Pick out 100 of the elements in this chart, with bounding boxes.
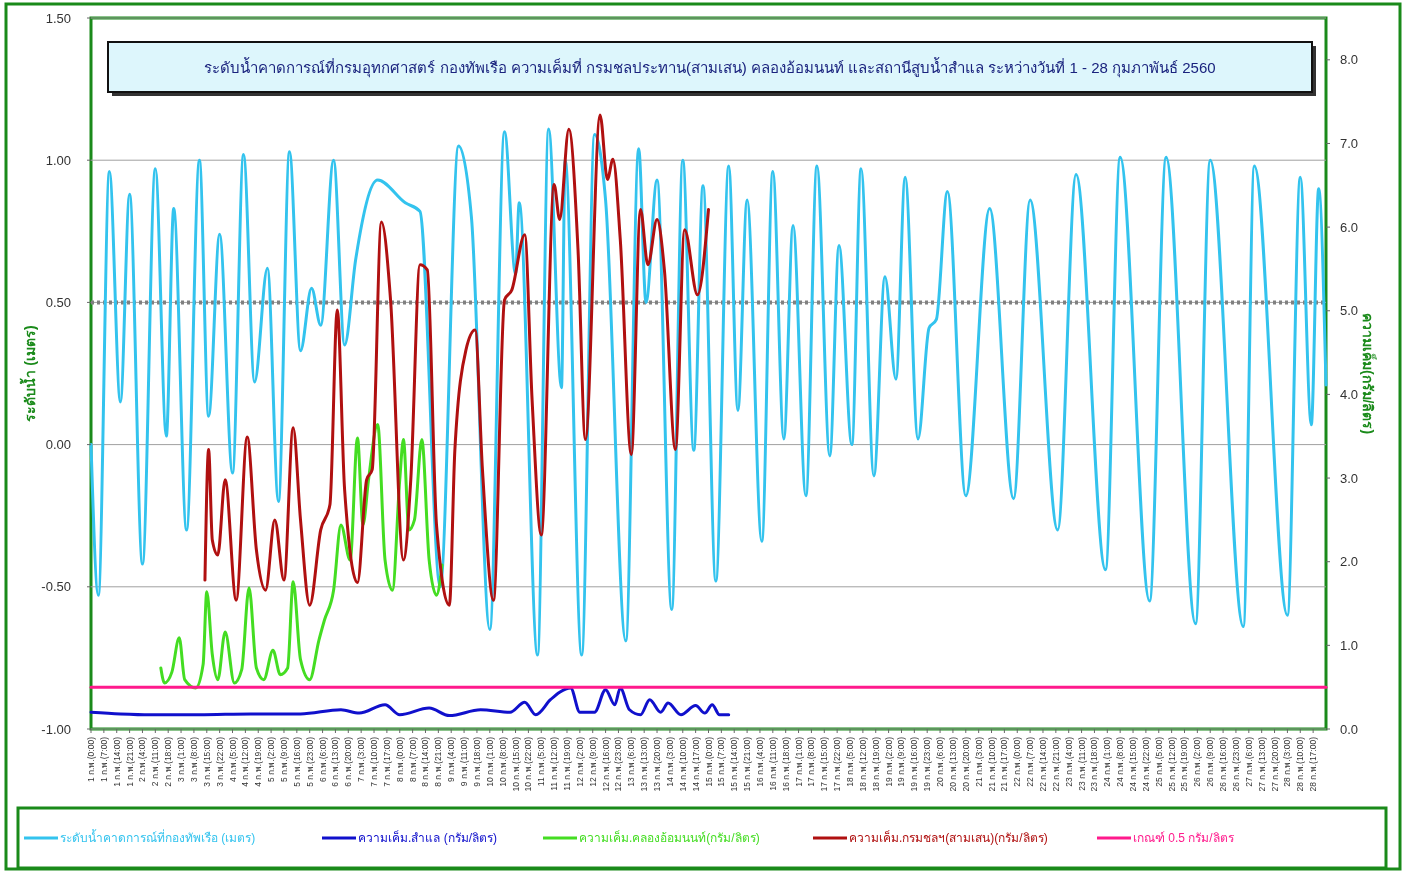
x-tick-label: 28 ก.พ.(17:00) bbox=[1308, 736, 1319, 792]
x-tick-label: 15 ก.พ.(14:00) bbox=[729, 736, 740, 792]
x-tick-label: 26 ก.พ.(16:00) bbox=[1218, 736, 1229, 792]
x-tick-label: 1 ก.พ.(21:00) bbox=[124, 736, 135, 787]
x-tick-label: 16 ก.พ.(11:00) bbox=[767, 736, 778, 791]
x-tick-label: 26 ก.พ.(2:00) bbox=[1192, 736, 1203, 787]
x-tick-label: 10 ก.พ.(15:00) bbox=[510, 736, 521, 792]
x-tick-label: 20 ก.พ.(13:00) bbox=[947, 736, 958, 792]
y-tick-label: -0.50 bbox=[41, 579, 71, 595]
x-tick-label: 5 ก.พ.(9:00) bbox=[278, 736, 289, 783]
x-tick-label: 25 ก.พ.(19:00) bbox=[1179, 736, 1190, 792]
x-tick-label: 20 ก.พ.(20:00) bbox=[960, 736, 971, 792]
x-tick-label: 26 ก.พ.(23:00) bbox=[1230, 736, 1241, 792]
x-tick-label: 3 ก.พ.(15:00) bbox=[201, 736, 212, 787]
x-tick-label: 1 ก.พ.(14:00) bbox=[111, 736, 122, 787]
x-tick-label: 17 ก.พ.(8:00) bbox=[806, 736, 817, 787]
x-tick-label: 28 ก.พ.(3:00) bbox=[1282, 736, 1293, 787]
x-tick-label: 11 ก.พ.(12:00) bbox=[549, 736, 560, 791]
x-tick-label: 2 ก.พ.(18:00) bbox=[163, 736, 174, 787]
x-tick-label: 9 ก.พ.(18:00) bbox=[471, 736, 482, 787]
x-tick-label: 4 ก.พ.(12:00) bbox=[240, 736, 251, 787]
x-tick-label: 13 ก.พ.(20:00) bbox=[652, 736, 663, 792]
x-tick-label: 5 ก.พ.(23:00) bbox=[304, 736, 315, 787]
x-tick-label: 9 ก.พ.(11:00) bbox=[459, 736, 470, 787]
x-tick-label: 27 ก.พ.(20:00) bbox=[1269, 736, 1280, 792]
x-tick-label: 23 ก.พ.(4:00) bbox=[1063, 736, 1074, 787]
x-tick-label: 18 ก.พ.(5:00) bbox=[845, 736, 856, 787]
y2-tick-label: 4.0 bbox=[1340, 386, 1359, 402]
x-tick-label: 24 ก.พ.(8:00) bbox=[1115, 736, 1126, 787]
x-tick-label: 19 ก.พ.(23:00) bbox=[922, 736, 933, 792]
x-tick-label: 6 ก.พ.(6:00) bbox=[317, 736, 328, 783]
x-tick-label: 21 ก.พ.(17:00) bbox=[999, 736, 1010, 792]
x-tick-label: 7 ก.พ.(17:00) bbox=[381, 736, 392, 787]
y-tick-label: 1.50 bbox=[45, 10, 71, 26]
x-tick-label: 7 ก.พ.(10:00) bbox=[369, 736, 380, 787]
y2-tick-label: 8.0 bbox=[1340, 52, 1359, 68]
legend-label: ระดับน้ำคาดการณ์ที่กองทัพเรือ (เมตร) bbox=[60, 829, 256, 845]
x-tick-label: 8 ก.พ.(21:00) bbox=[433, 736, 444, 787]
x-tick-label: 3 ก.พ.(1:00) bbox=[176, 736, 187, 783]
x-tick-label: 17 ก.พ.(22:00) bbox=[832, 736, 843, 792]
x-tick-label: 17 ก.พ.(15:00) bbox=[819, 736, 830, 792]
x-tick-label: 11 ก.พ.(5:00) bbox=[536, 736, 547, 787]
y-tick-label: 0.00 bbox=[45, 437, 71, 453]
x-tick-label: 11 ก.พ.(19:00) bbox=[561, 736, 572, 791]
x-tick-label: 18 ก.พ.(19:00) bbox=[870, 736, 881, 792]
legend-label: เกณฑ์ 0.5 กรัม/ลิตร bbox=[1133, 831, 1235, 845]
legend-label: ความเค็ม.กรมชลฯ(สามเสน)(กรัม/ลิตร) bbox=[849, 830, 1048, 845]
y2-tick-label: 0.0 bbox=[1340, 721, 1359, 737]
x-tick-label: 23 ก.พ.(18:00) bbox=[1089, 736, 1100, 792]
x-tick-label: 18 ก.พ.(12:00) bbox=[857, 736, 868, 792]
x-tick-label: 17 ก.พ.(1:00) bbox=[793, 736, 804, 787]
x-tick-label: 10 ก.พ.(22:00) bbox=[523, 736, 534, 792]
x-tick-label: 3 ก.พ.(8:00) bbox=[188, 736, 199, 783]
x-tick-label: 8 ก.พ.(0:00) bbox=[394, 736, 405, 783]
y2-tick-label: 2.0 bbox=[1340, 554, 1359, 570]
x-tick-label: 21 ก.พ.(3:00) bbox=[973, 736, 984, 787]
x-tick-label: 19 ก.พ.(9:00) bbox=[896, 736, 907, 787]
x-tick-label: 4 ก.พ.(19:00) bbox=[253, 736, 264, 787]
y2-tick-label: 1.0 bbox=[1340, 637, 1359, 653]
x-tick-label: 26 ก.พ.(9:00) bbox=[1205, 736, 1216, 787]
x-tick-label: 12 ก.พ.(2:00) bbox=[574, 736, 585, 787]
y2-tick-label: 7.0 bbox=[1340, 135, 1359, 151]
y2-axis-title: ความเค็ม(กรัม/ลิตร) bbox=[1360, 312, 1377, 435]
x-tick-label: 19 ก.พ.(16:00) bbox=[909, 736, 920, 792]
x-tick-label: 27 ก.พ.(6:00) bbox=[1243, 736, 1254, 787]
legend-label: ความเค็ม.คลองอ้อมนนท์(กรัม/ลิตร) bbox=[579, 830, 760, 845]
x-tick-label: 22 ก.พ.(0:00) bbox=[1012, 736, 1023, 787]
x-tick-label: 12 ก.พ.(9:00) bbox=[587, 736, 598, 787]
x-tick-label: 8 ก.พ.(7:00) bbox=[407, 736, 418, 783]
y-tick-label: 1.00 bbox=[45, 152, 71, 168]
x-tick-label: 25 ก.พ.(5:00) bbox=[1153, 736, 1164, 787]
x-tick-label: 15 ก.พ.(7:00) bbox=[716, 736, 727, 787]
x-tick-label: 24 ก.พ.(22:00) bbox=[1140, 736, 1151, 792]
x-tick-label: 28 ก.พ.(10:00) bbox=[1295, 736, 1306, 792]
x-tick-label: 22 ก.พ.(14:00) bbox=[1037, 736, 1048, 792]
x-tick-label: 19 ก.พ.(2:00) bbox=[883, 736, 894, 787]
y-axis-title: ระดับน้ำ (เมตร) bbox=[19, 325, 38, 422]
x-tick-label: 15 ก.พ.(21:00) bbox=[742, 736, 753, 792]
x-tick-label: 27 ก.พ.(13:00) bbox=[1256, 736, 1267, 792]
legend-label: ความเค็ม.สำแล (กรัม/ลิตร) bbox=[358, 830, 497, 845]
x-tick-label: 16 ก.พ.(18:00) bbox=[780, 736, 791, 792]
x-tick-label: 14 ก.พ.(17:00) bbox=[690, 736, 701, 792]
x-tick-label: 4 ก.พ.(5:00) bbox=[227, 736, 238, 783]
x-tick-label: 1 ก.พ.(0:00) bbox=[86, 736, 96, 783]
x-tick-label: 13 ก.พ.(6:00) bbox=[626, 736, 637, 787]
x-tick-label: 10 ก.พ.(1:00) bbox=[484, 736, 495, 787]
x-tick-label: 8 ก.พ.(14:00) bbox=[420, 736, 431, 787]
y2-tick-label: 3.0 bbox=[1340, 470, 1359, 486]
x-tick-label: 20 ก.พ.(6:00) bbox=[935, 736, 946, 787]
x-tick-label: 12 ก.พ.(16:00) bbox=[600, 736, 611, 792]
y2-tick-label: 5.0 bbox=[1340, 303, 1359, 319]
x-tick-label: 15 ก.พ.(0:00) bbox=[703, 736, 714, 787]
x-tick-label: 3 ก.พ.(22:00) bbox=[214, 736, 225, 787]
x-tick-label: 1 ก.พ.(7:00) bbox=[98, 736, 109, 783]
x-tick-label: 22 ก.พ.(7:00) bbox=[1025, 736, 1036, 787]
x-tick-label: 10 ก.พ.(8:00) bbox=[497, 736, 508, 787]
y-tick-label: -1.00 bbox=[41, 721, 71, 737]
x-tick-label: 14 ก.พ.(3:00) bbox=[664, 736, 675, 787]
x-tick-label: 16 ก.พ.(4:00) bbox=[754, 736, 765, 787]
x-tick-label: 5 ก.พ.(16:00) bbox=[291, 736, 302, 787]
